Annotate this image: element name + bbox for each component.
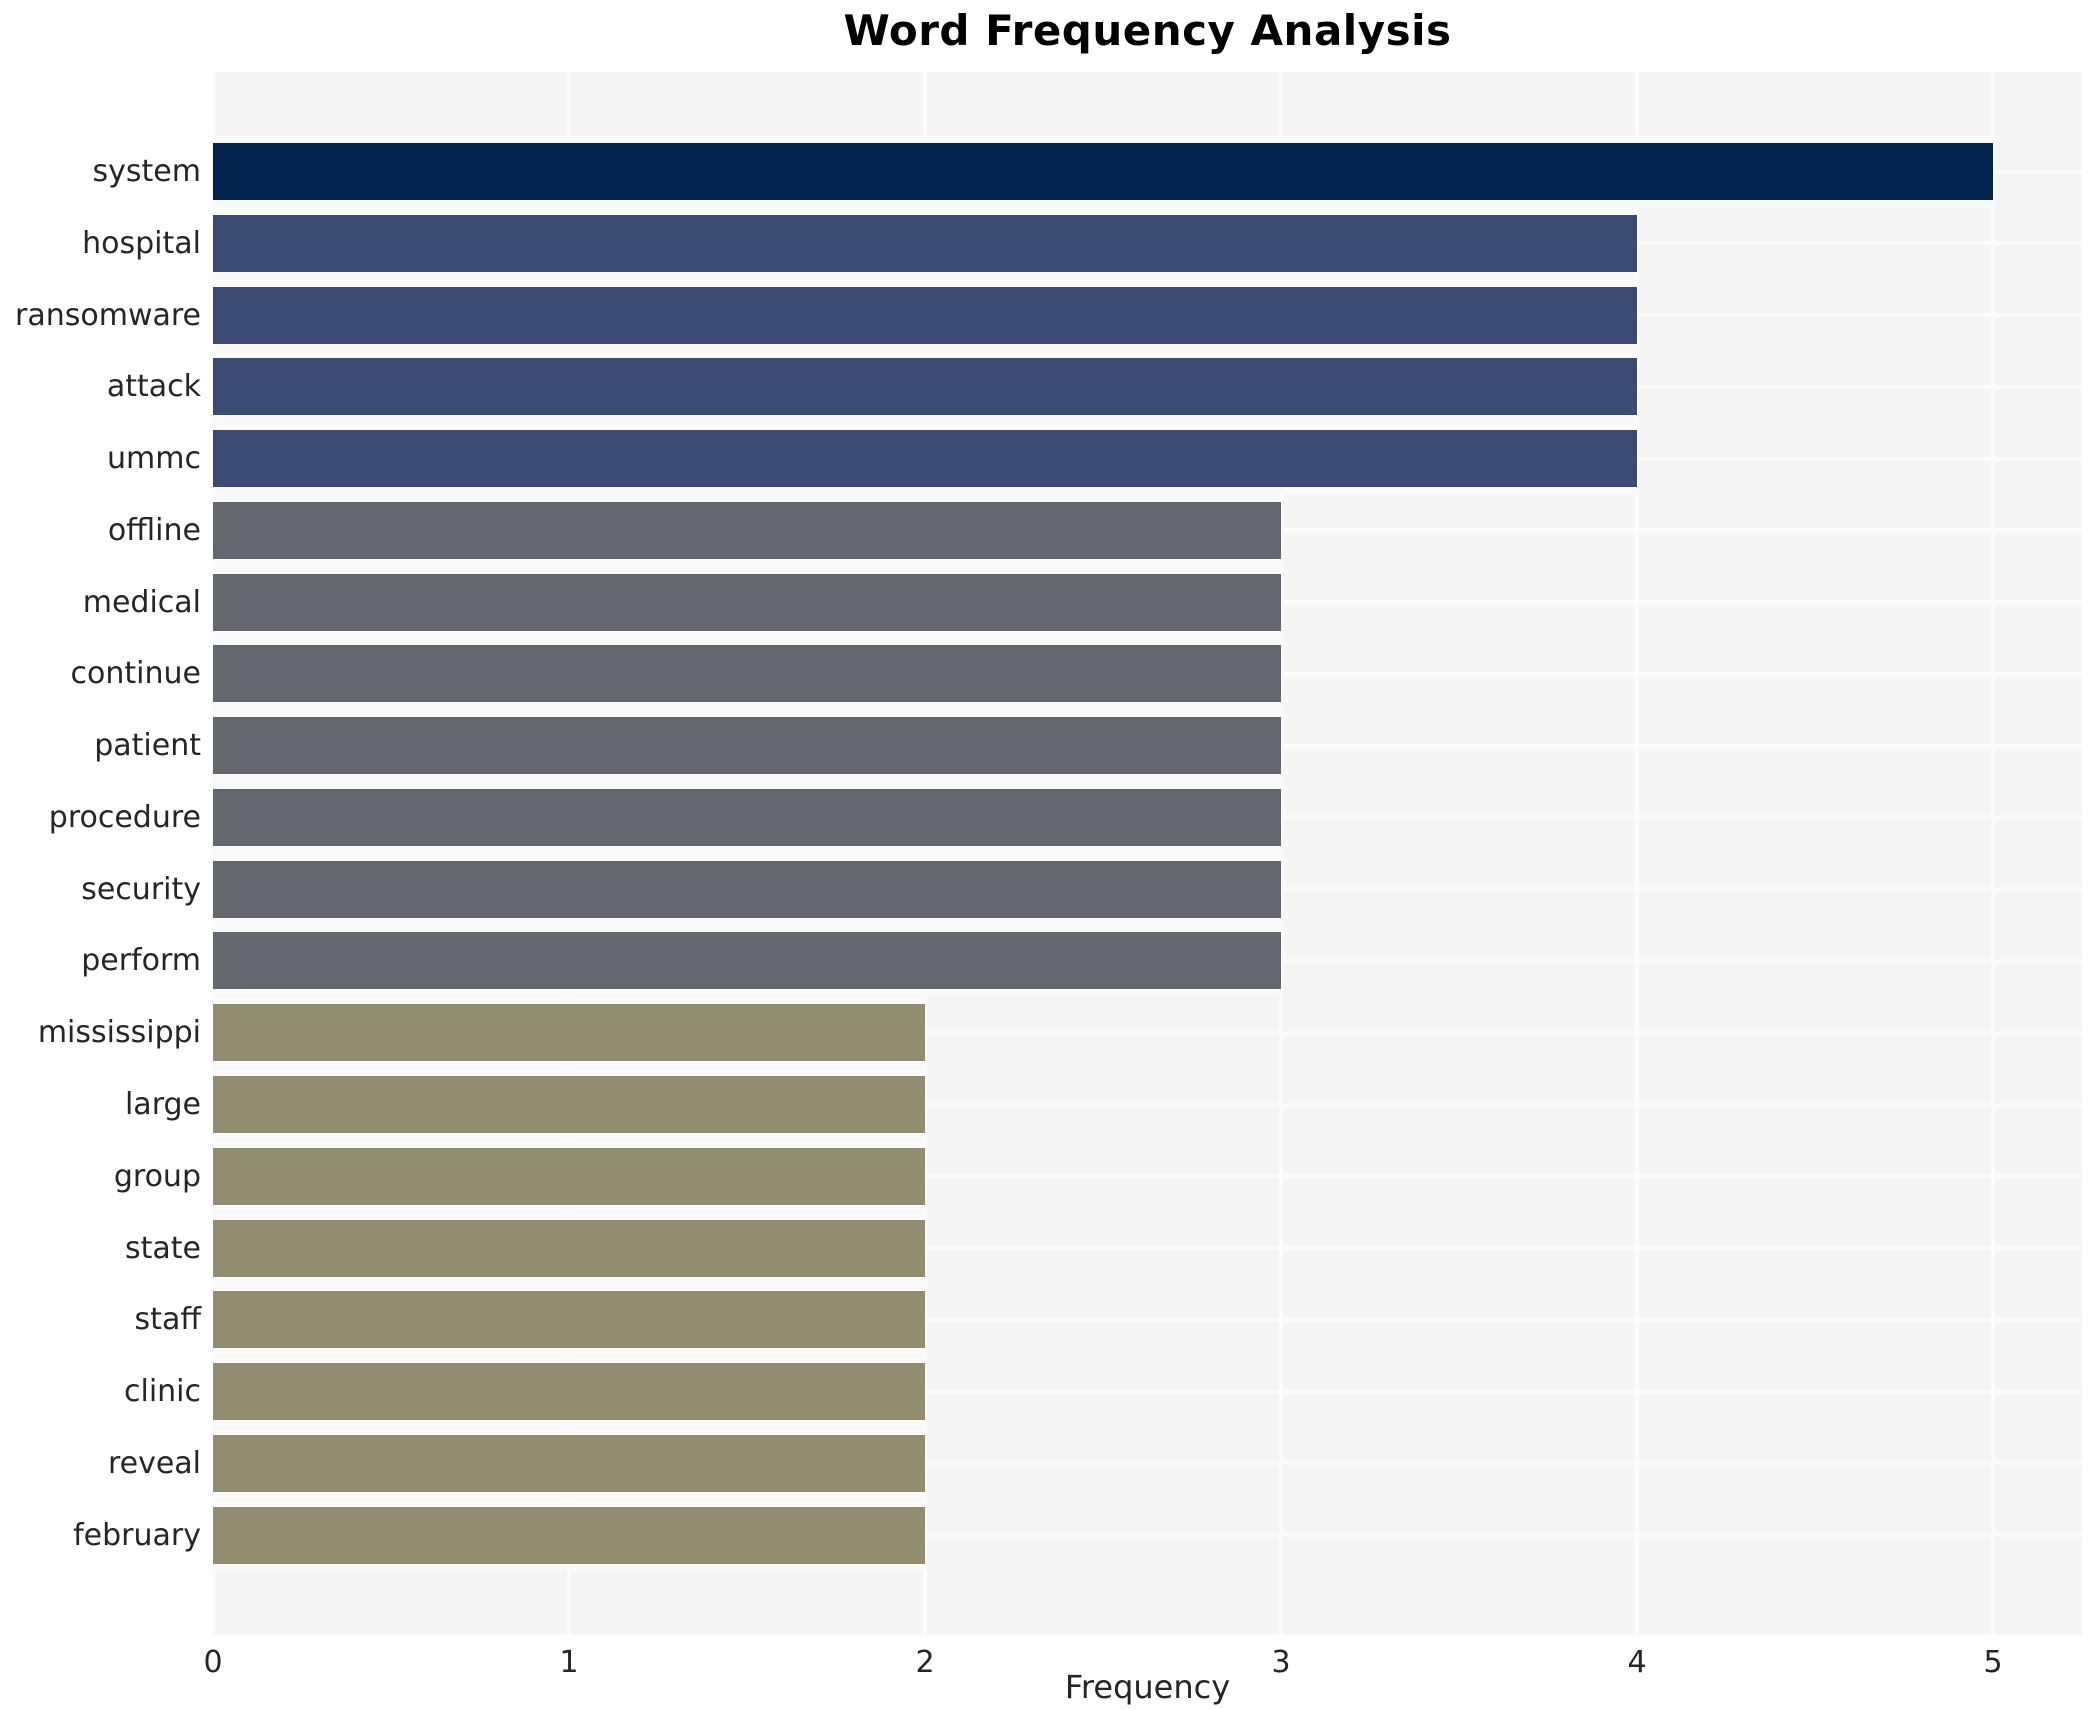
y-label-clinic: clinic (123, 1374, 201, 1410)
y-gridline-large (213, 1102, 2082, 1107)
y-gridline-state (213, 1246, 2082, 1251)
bar-security (213, 853, 1281, 925)
x-gridline-5 (1991, 72, 1995, 1635)
y-label-staff: staff (134, 1302, 201, 1338)
y-label-security: security (81, 871, 201, 907)
y-label-attack: attack (106, 369, 201, 405)
y-gridline-mississippi (213, 1030, 2082, 1035)
bar-large (213, 1069, 925, 1140)
bar-group (213, 1140, 925, 1212)
y-label-group: group (113, 1158, 201, 1194)
y-gridline-staff (213, 1317, 2082, 1322)
bar-february (213, 1499, 925, 1571)
bar-perform (213, 925, 1281, 997)
y-label-offline: offline (107, 512, 201, 548)
y-label-procedure: procedure (48, 799, 201, 835)
x-gridline-3 (1279, 72, 1283, 1635)
bar-reveal (213, 1427, 925, 1499)
x-gridline-4 (1635, 72, 1639, 1635)
x-axis-title: Frequency (1064, 1668, 1231, 1706)
y-gridline-february (213, 1533, 2082, 1538)
bar-ummc (213, 423, 1637, 495)
y-label-large: large (124, 1087, 201, 1122)
y-gridline-reveal (213, 1461, 2082, 1466)
y-label-mississippi: mississippi (37, 1015, 201, 1051)
y-label-system: system (92, 154, 201, 189)
x-gridline-1 (567, 72, 571, 1635)
chart-title: Word Frequency Analysis (843, 6, 1452, 55)
y-label-ransomware: ransomware (15, 297, 201, 333)
x-tick-2: 2 (915, 1645, 935, 1680)
y-label-state: state (125, 1230, 201, 1266)
y-label-perform: perform (81, 943, 201, 979)
x-axis-ticks: 0 1 2 3 4 5 (0, 1645, 2093, 1685)
plot-area (211, 72, 2082, 1635)
bar-hospital (213, 207, 1637, 279)
x-tick-0: 0 (203, 1645, 223, 1680)
y-gridline-group (213, 1174, 2082, 1179)
x-gridline-0 (211, 72, 215, 1635)
x-tick-3: 3 (1271, 1645, 1291, 1680)
bar-continue (213, 638, 1281, 710)
bar-procedure (213, 781, 1281, 853)
bar-offline (213, 494, 1281, 566)
y-label-medical: medical (82, 584, 201, 620)
bar-mississippi (213, 997, 925, 1069)
x-gridline-2 (923, 72, 927, 1635)
y-label-patient: patient (94, 728, 201, 764)
y-gridline-clinic (213, 1389, 2082, 1394)
y-label-hospital: hospital (82, 225, 201, 261)
bar-staff (213, 1284, 925, 1356)
x-tick-5: 5 (1983, 1645, 2003, 1680)
bar-clinic (213, 1356, 925, 1428)
bar-medical (213, 566, 1281, 638)
x-tick-1: 1 (559, 1645, 579, 1680)
y-axis-labels: system hospital ransomware attack ummc offlin… (0, 72, 201, 1635)
y-label-reveal: reveal (107, 1445, 201, 1481)
bar-patient (213, 710, 1281, 782)
y-label-february: february (73, 1517, 201, 1553)
bar-ransomware (213, 279, 1637, 351)
y-label-ummc: ummc (107, 441, 201, 477)
y-label-continue: continue (70, 656, 201, 692)
bar-attack (213, 351, 1637, 423)
x-tick-4: 4 (1627, 1645, 1647, 1680)
bar-system (213, 136, 1993, 207)
bar-state (213, 1212, 925, 1284)
